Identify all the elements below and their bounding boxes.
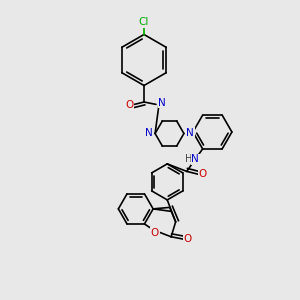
Text: O: O — [125, 100, 133, 110]
Text: Cl: Cl — [139, 17, 149, 27]
Text: H: H — [185, 154, 193, 164]
Text: N: N — [158, 98, 166, 108]
Text: O: O — [151, 228, 159, 238]
Text: O: O — [183, 234, 191, 244]
Text: N: N — [186, 128, 194, 138]
Text: N: N — [191, 154, 199, 164]
Text: O: O — [198, 169, 206, 179]
Text: N: N — [145, 128, 153, 138]
